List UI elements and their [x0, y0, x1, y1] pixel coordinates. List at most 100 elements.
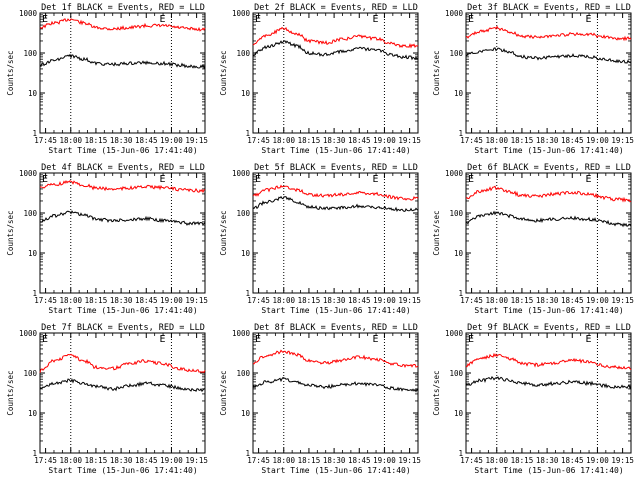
x-tick-label: 17:45	[34, 136, 57, 145]
y-axis-label: Counts/sec	[219, 50, 228, 95]
x-tick-label: 19:00	[586, 136, 609, 145]
x-tick-label: 18:45	[348, 296, 371, 305]
y-tick-label: 100	[449, 209, 463, 218]
plot-frame	[39, 12, 206, 134]
event-marker: E	[468, 174, 474, 185]
lld-series-line	[465, 185, 632, 203]
event-marker: E	[255, 174, 261, 185]
x-tick-label: 19:15	[398, 296, 421, 305]
x-tick-label: 18:15	[85, 136, 108, 145]
y-tick-label: 1000	[232, 329, 251, 338]
plot-frame	[252, 332, 419, 454]
x-tick-label: 18:15	[511, 296, 534, 305]
x-tick-label: 18:30	[323, 456, 346, 465]
x-tick-label: 18:00	[485, 136, 508, 145]
events-series-line	[465, 210, 632, 228]
detector-panel: Det 9f BLACK = Events, RED = LLD E E 1 10 100…	[426, 320, 639, 480]
y-tick-label: 10	[241, 249, 251, 258]
x-tick-label: 19:00	[373, 456, 396, 465]
event-marker: E	[372, 14, 378, 25]
x-tick-label: 19:15	[611, 456, 634, 465]
y-tick-label: 10	[28, 89, 38, 98]
x-tick-label: 18:00	[59, 456, 82, 465]
event-marker: E	[372, 334, 378, 345]
x-tick-label: 18:15	[511, 136, 534, 145]
x-tick-label: 18:00	[272, 456, 295, 465]
y-tick-label: 10	[28, 409, 38, 418]
chart-title: Det 4f BLACK = Events, RED = LLD	[41, 163, 205, 173]
y-tick-label: 1000	[19, 9, 38, 18]
y-axis-label: Counts/sec	[432, 210, 441, 255]
x-tick-label: 19:00	[160, 136, 183, 145]
y-tick-label: 1	[458, 129, 463, 138]
x-tick-label: 19:15	[398, 136, 421, 145]
events-series-line	[252, 40, 419, 61]
lld-series-line	[465, 352, 632, 371]
lld-series-line	[39, 18, 206, 32]
x-tick-label: 18:30	[110, 296, 133, 305]
detector-panel: Det 3f BLACK = Events, RED = LLD E E 1 10 100…	[426, 0, 639, 160]
y-axis-label: Counts/sec	[6, 50, 15, 95]
y-axis-label: Counts/sec	[219, 210, 228, 255]
detector-panel: Det 5f BLACK = Events, RED = LLD E E 1 10 100…	[213, 160, 426, 320]
x-tick-label: 17:45	[34, 296, 57, 305]
event-marker: E	[42, 174, 48, 185]
lld-series-line	[39, 353, 206, 374]
chart-title: Det 2f BLACK = Events, RED = LLD	[254, 3, 418, 13]
x-tick-label: 18:15	[298, 296, 321, 305]
y-tick-label: 100	[23, 369, 37, 378]
lld-series-line	[252, 26, 419, 49]
x-axis-label: Start Time (15-Jun-06 17:41:40)	[474, 466, 623, 475]
y-tick-label: 10	[454, 89, 464, 98]
y-tick-label: 10	[28, 249, 38, 258]
detector-panel: Det 2f BLACK = Events, RED = LLD E E 1 10 100…	[213, 0, 426, 160]
y-tick-label: 100	[23, 49, 37, 58]
lld-series-line	[252, 349, 419, 369]
y-tick-label: 10	[241, 89, 251, 98]
x-tick-label: 18:00	[59, 136, 82, 145]
y-tick-label: 100	[449, 369, 463, 378]
x-tick-label: 18:45	[561, 136, 584, 145]
y-tick-label: 100	[449, 49, 463, 58]
x-tick-label: 19:00	[160, 456, 183, 465]
event-marker: E	[468, 334, 474, 345]
y-axis-label: Counts/sec	[432, 50, 441, 95]
x-tick-label: 19:15	[398, 456, 421, 465]
x-tick-label: 17:45	[460, 296, 483, 305]
x-tick-label: 18:45	[348, 136, 371, 145]
plot-frame	[39, 172, 206, 294]
plot-frame	[252, 12, 419, 134]
x-tick-label: 19:15	[185, 296, 208, 305]
detector-panel: Det 4f BLACK = Events, RED = LLD E E 1 10 100…	[0, 160, 213, 320]
plot-frame	[252, 172, 419, 294]
x-tick-label: 19:00	[373, 136, 396, 145]
x-tick-label: 18:00	[272, 136, 295, 145]
x-tick-label: 18:30	[536, 136, 559, 145]
y-tick-label: 10	[454, 409, 464, 418]
x-tick-label: 19:00	[586, 456, 609, 465]
events-series-line	[39, 378, 206, 393]
events-series-line	[465, 376, 632, 390]
y-tick-label: 1	[245, 289, 250, 298]
x-tick-label: 18:45	[561, 296, 584, 305]
x-tick-label: 18:15	[298, 456, 321, 465]
event-marker: E	[159, 14, 165, 25]
detector-panel: Det 1f BLACK = Events, RED = LLD E E 1 10 100…	[0, 0, 213, 160]
chart-title: Det 9f BLACK = Events, RED = LLD	[467, 323, 631, 333]
x-tick-label: 18:00	[59, 296, 82, 305]
chart-title: Det 1f BLACK = Events, RED = LLD	[41, 3, 205, 13]
x-tick-label: 18:30	[323, 296, 346, 305]
x-axis-label: Start Time (15-Jun-06 17:41:40)	[261, 146, 410, 155]
x-tick-label: 18:45	[348, 456, 371, 465]
event-marker: E	[42, 14, 48, 25]
chart-title: Det 6f BLACK = Events, RED = LLD	[467, 163, 631, 173]
y-tick-label: 10	[454, 249, 464, 258]
x-axis-label: Start Time (15-Jun-06 17:41:40)	[261, 466, 410, 475]
